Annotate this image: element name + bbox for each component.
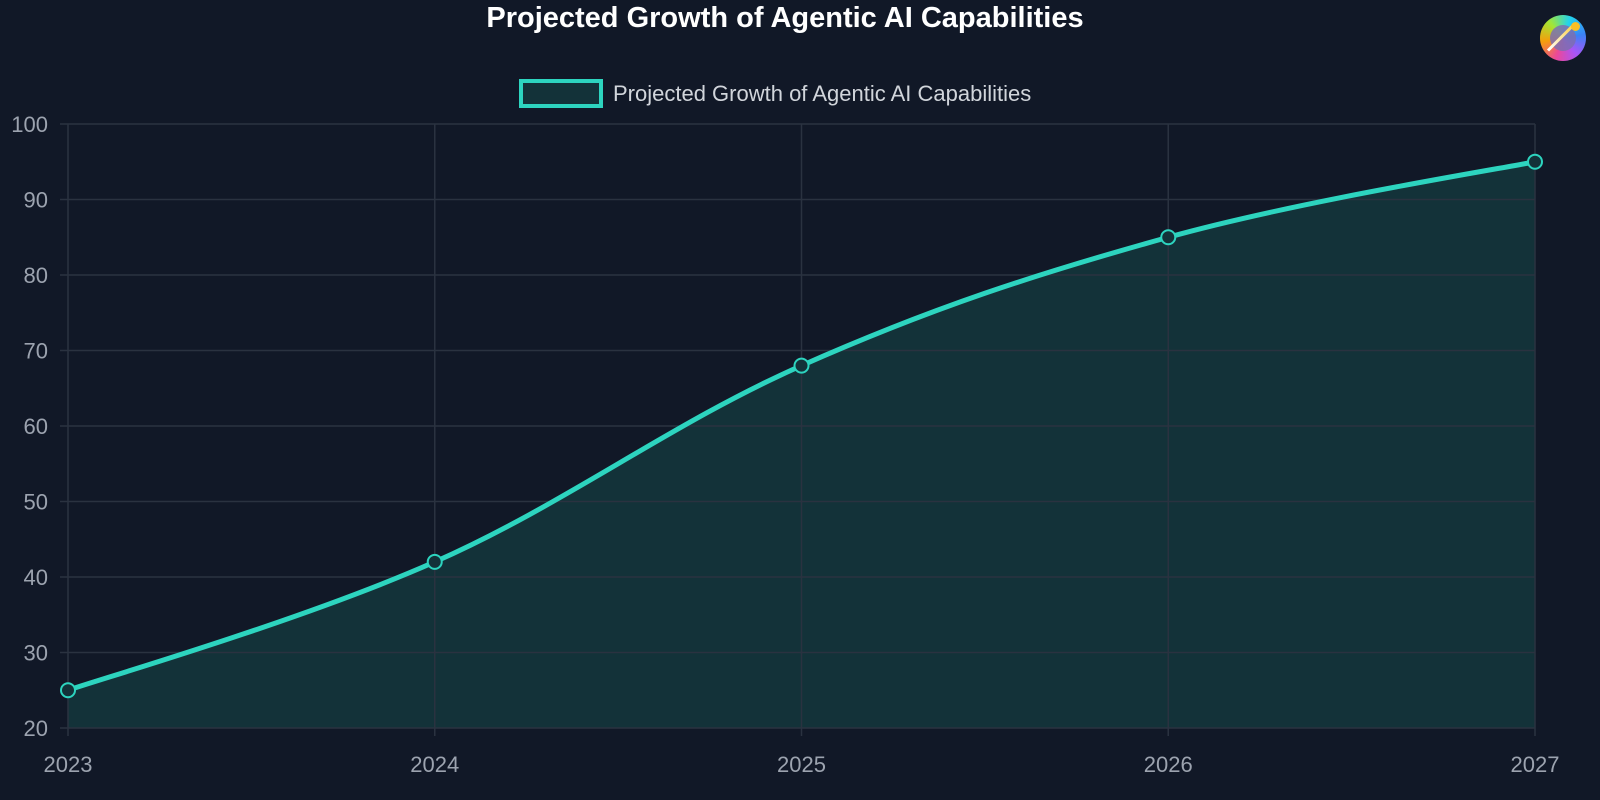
x-tick-label: 2025 [777, 752, 826, 777]
data-point [60, 682, 76, 699]
y-tick-label: 70 [24, 339, 48, 364]
logo-dot [1571, 22, 1580, 31]
data-point [426, 553, 443, 570]
data-point [1160, 229, 1177, 246]
y-tick-label: 30 [24, 641, 48, 666]
y-tick-label: 20 [24, 716, 48, 741]
legend-item[interactable]: Projected Growth of Agentic AI Capabilit… [519, 79, 1031, 108]
x-tick-label: 2024 [410, 752, 459, 777]
chart-title: Projected Growth of Agentic AI Capabilit… [486, 2, 1084, 34]
data-point [1527, 153, 1543, 170]
x-tick-label: 2027 [1511, 752, 1560, 777]
y-tick-label: 50 [24, 490, 48, 515]
y-tick-label: 60 [24, 414, 48, 439]
legend-label: Projected Growth of Agentic AI Capabilit… [613, 80, 1032, 106]
magic-wand-icon[interactable] [1540, 15, 1586, 61]
y-tick-label: 90 [24, 188, 48, 213]
legend-swatch [519, 79, 603, 108]
y-tick-label: 100 [11, 112, 48, 137]
y-tick-label: 40 [24, 565, 48, 590]
x-tick-label: 2026 [1144, 752, 1193, 777]
data-point [793, 357, 810, 374]
y-tick-label: 80 [24, 263, 48, 288]
x-tick-label: 2023 [44, 752, 93, 777]
